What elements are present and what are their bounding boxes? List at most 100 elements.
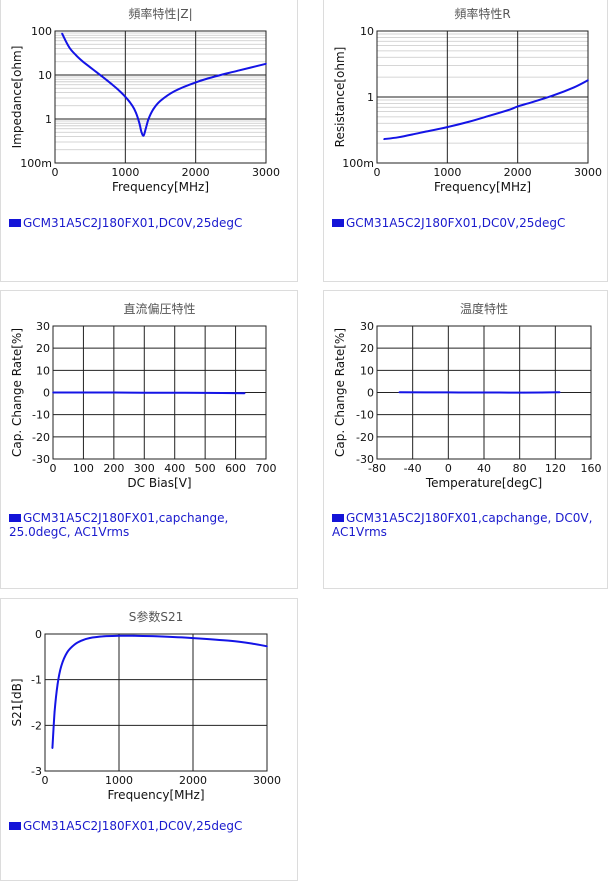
x-tick-label: 0 xyxy=(445,462,452,475)
y-tick-label: -10 xyxy=(32,409,50,422)
legend: GCM31A5C2J180FX01,capchange, 25.0degC, AC… xyxy=(9,511,228,539)
chart-title: S参数S21 xyxy=(129,609,184,624)
data-point xyxy=(552,94,554,97)
data-point xyxy=(140,131,143,134)
plot-frame xyxy=(54,30,267,164)
data-point xyxy=(573,86,575,89)
y-tick-label: 100m xyxy=(20,157,52,170)
y-tick-label: 0 xyxy=(367,387,374,400)
data-point xyxy=(523,391,525,394)
x-tick-label: 0 xyxy=(52,166,59,179)
y-tick-label: 20 xyxy=(360,342,374,355)
x-tick-label: 0 xyxy=(374,166,381,179)
y-axis-label: Cap. Change Rate[%] xyxy=(333,328,347,457)
chart-panel-dc-bias: 直流偏圧特性 -30 -20 -10 0 10 20 30 0 100 200 300 400 500 60… xyxy=(0,290,298,589)
y-axis-label: Impedance[ohm] xyxy=(10,46,24,149)
data-point xyxy=(509,108,512,111)
x-tick-label: 2000 xyxy=(504,166,532,179)
x-tick-label: -80 xyxy=(368,462,386,475)
legend-swatch-icon xyxy=(9,514,21,522)
x-tick-label: 3000 xyxy=(574,166,602,179)
plot-frame xyxy=(376,325,592,460)
data-point xyxy=(397,136,399,139)
legend-line: GCM31A5C2J180FX01,DC0V,25degC xyxy=(346,216,566,230)
chart-title: 温度特性 xyxy=(460,301,508,316)
data-point xyxy=(135,111,137,114)
data-point xyxy=(251,642,253,645)
legend-swatch-icon xyxy=(9,822,21,830)
x-axis-label: Frequency[MHz] xyxy=(434,180,531,194)
data-point xyxy=(265,62,267,65)
data-point xyxy=(51,747,54,749)
data-point xyxy=(73,643,76,646)
x-tick-label: 2000 xyxy=(182,166,210,179)
x-tick-label: 500 xyxy=(195,462,216,475)
y-tick-label: 100 xyxy=(31,25,52,38)
chart-svg-resistance: 頻率特性R 100m 1 10 0 1000 2000 3000 Frequency[MHz] R… xyxy=(333,6,602,194)
x-tick-label: 100 xyxy=(73,462,94,475)
data-point xyxy=(398,391,401,394)
data-point xyxy=(68,46,70,48)
x-tick-label: 1000 xyxy=(111,166,139,179)
x-tick-label: 2000 xyxy=(179,774,207,787)
data-point xyxy=(81,639,83,642)
y-tick-label: -3 xyxy=(31,765,42,778)
data-point xyxy=(425,130,428,133)
data-point xyxy=(159,99,162,102)
data-point xyxy=(66,651,68,654)
data-point xyxy=(133,635,135,637)
x-tick-label: 160 xyxy=(581,462,602,475)
data-point xyxy=(383,138,385,140)
data-point xyxy=(155,635,157,638)
x-tick-label: 80 xyxy=(513,462,527,475)
y-tick-label: 10 xyxy=(360,25,374,38)
y-tick-label: 0 xyxy=(43,387,50,400)
x-tick-label: 300 xyxy=(134,462,155,475)
data-point xyxy=(411,133,413,136)
chart-svg-temperature: 温度特性 -30 -20 -10 0 10 20 30 -80 -40 0 40 80 120 160 Tem… xyxy=(333,301,602,490)
data-point xyxy=(96,71,98,74)
data-point xyxy=(469,391,472,394)
data-point xyxy=(229,640,231,642)
data-point xyxy=(82,391,85,394)
legend-line: 25.0degC, AC1Vrms xyxy=(9,525,130,539)
data-point xyxy=(530,101,533,104)
series-line xyxy=(51,634,268,749)
data-point xyxy=(56,683,59,686)
legend-swatch-icon xyxy=(9,219,21,227)
x-axis-label: Frequency[MHz] xyxy=(112,180,209,194)
data-point xyxy=(61,32,63,35)
data-point xyxy=(110,83,113,85)
legend-line: GCM31A5C2J180FX01,capchange, DC0V, xyxy=(346,511,593,525)
x-tick-label: 1000 xyxy=(105,774,133,787)
x-tick-label: 400 xyxy=(164,462,185,475)
data-point xyxy=(488,114,491,117)
data-point xyxy=(173,391,176,394)
y-tick-label: 10 xyxy=(36,364,50,377)
data-point xyxy=(194,81,197,84)
y-tick-label: 100m xyxy=(342,157,374,170)
y-tick-label: -10 xyxy=(356,409,374,422)
y-tick-label: 0 xyxy=(35,628,42,641)
data-point xyxy=(215,75,218,77)
x-tick-label: 3000 xyxy=(253,774,281,787)
chart-panel-resistance: 頻率特性R 100m 1 10 0 1000 2000 3000 Frequency[MHz] R… xyxy=(323,0,608,282)
x-tick-label: 1000 xyxy=(433,166,461,179)
data-point xyxy=(117,89,120,91)
data-point xyxy=(447,391,450,394)
data-point xyxy=(147,118,150,120)
legend-line: GCM31A5C2J180FX01,DC0V,25degC xyxy=(23,216,243,230)
legend-swatch-icon xyxy=(332,514,344,522)
data-point xyxy=(142,134,145,137)
data-point xyxy=(138,122,141,125)
legend-line: GCM31A5C2J180FX01,capchange, xyxy=(23,511,229,525)
x-tick-label: 40 xyxy=(477,462,491,475)
data-point xyxy=(143,391,146,394)
y-tick-label: 30 xyxy=(36,320,50,333)
y-tick-label: 10 xyxy=(360,364,374,377)
data-point xyxy=(192,637,194,639)
x-tick-label: -40 xyxy=(404,462,422,475)
chart-panel-temperature: 温度特性 -30 -20 -10 0 10 20 30 -80 -40 0 40 80 120 160 Tem… xyxy=(323,290,608,589)
y-axis-label: S21[dB] xyxy=(10,678,24,726)
